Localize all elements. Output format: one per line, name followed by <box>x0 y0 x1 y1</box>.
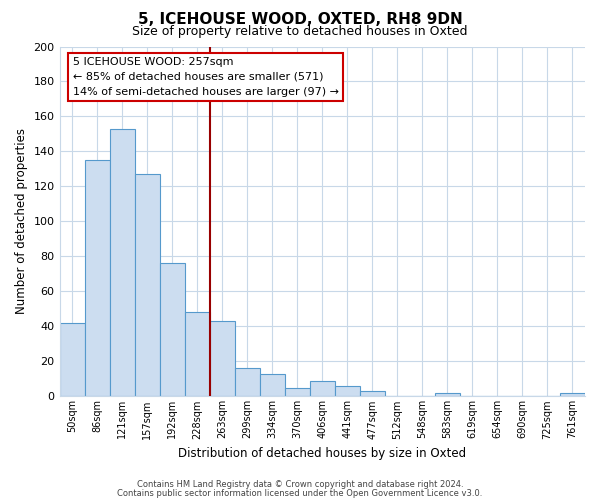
Text: 5, ICEHOUSE WOOD, OXTED, RH8 9DN: 5, ICEHOUSE WOOD, OXTED, RH8 9DN <box>137 12 463 28</box>
Bar <box>560 393 585 396</box>
Bar <box>160 264 185 396</box>
Bar <box>285 388 310 396</box>
Bar <box>235 368 260 396</box>
X-axis label: Distribution of detached houses by size in Oxted: Distribution of detached houses by size … <box>178 447 466 460</box>
Bar <box>185 312 209 396</box>
Bar <box>335 386 360 396</box>
Bar <box>110 128 134 396</box>
Bar <box>260 374 285 396</box>
Bar <box>134 174 160 396</box>
Bar <box>435 393 460 396</box>
Bar <box>360 391 385 396</box>
Bar <box>310 380 335 396</box>
Text: 5 ICEHOUSE WOOD: 257sqm
← 85% of detached houses are smaller (571)
14% of semi-d: 5 ICEHOUSE WOOD: 257sqm ← 85% of detache… <box>73 57 338 96</box>
Y-axis label: Number of detached properties: Number of detached properties <box>15 128 28 314</box>
Bar <box>59 323 85 396</box>
Text: Size of property relative to detached houses in Oxted: Size of property relative to detached ho… <box>132 25 468 38</box>
Text: Contains public sector information licensed under the Open Government Licence v3: Contains public sector information licen… <box>118 488 482 498</box>
Bar <box>209 321 235 396</box>
Bar <box>85 160 110 396</box>
Text: Contains HM Land Registry data © Crown copyright and database right 2024.: Contains HM Land Registry data © Crown c… <box>137 480 463 489</box>
